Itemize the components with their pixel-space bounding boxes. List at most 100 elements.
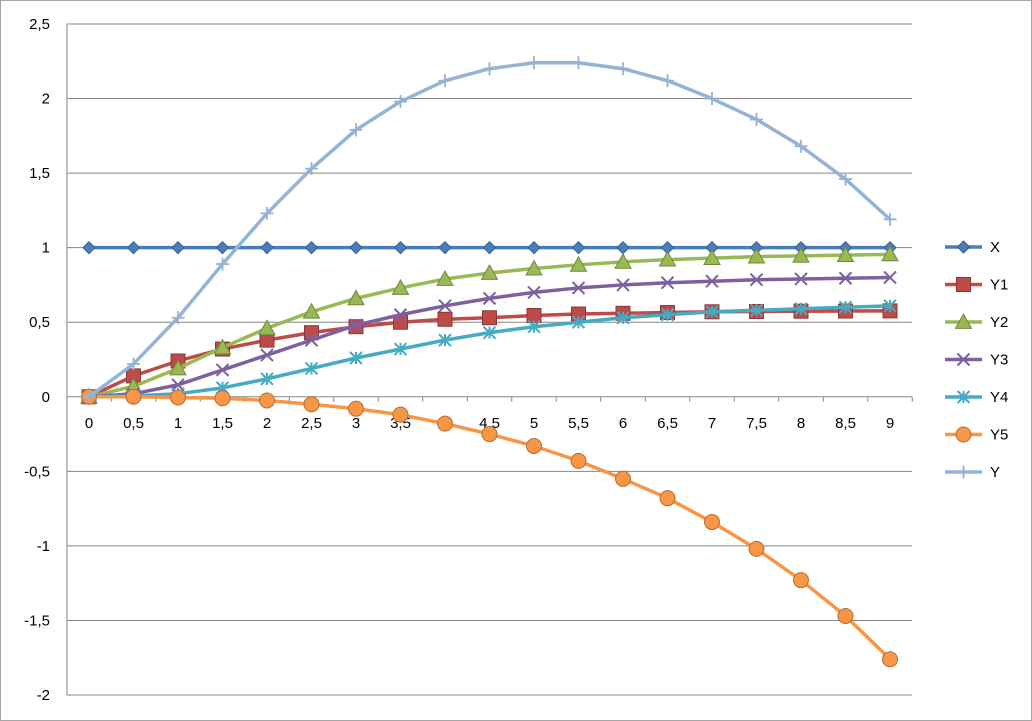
series-y2 xyxy=(80,245,899,404)
legend-item-x: X xyxy=(945,239,1000,256)
data-point xyxy=(615,470,631,487)
data-point xyxy=(393,240,408,255)
data-point xyxy=(794,302,808,316)
y-tick-label: -0,5 xyxy=(24,463,50,480)
data-point xyxy=(82,390,96,404)
data-point xyxy=(569,255,588,272)
data-point xyxy=(438,74,452,88)
legend-label: Y1 xyxy=(990,277,1008,294)
data-point xyxy=(213,338,232,355)
x-tick-label: 6,5 xyxy=(657,415,678,432)
data-point xyxy=(659,490,676,507)
y-tick-label: 2,5 xyxy=(29,16,50,33)
legend-label: Y5 xyxy=(990,427,1008,444)
data-point xyxy=(482,240,497,255)
data-point xyxy=(527,240,541,255)
x-tick-label: 0,5 xyxy=(123,415,144,432)
x-tick-label: 7,5 xyxy=(746,415,767,432)
data-point xyxy=(704,514,720,531)
data-point xyxy=(438,240,452,255)
data-point xyxy=(616,240,630,255)
legend-item-y3: Y3 xyxy=(945,352,1008,369)
x-tick-label: 8 xyxy=(797,415,805,432)
data-point xyxy=(570,452,587,469)
data-point xyxy=(260,206,274,220)
x-tick-label: 3 xyxy=(352,415,360,432)
data-point xyxy=(302,302,321,319)
data-point xyxy=(437,415,453,432)
data-point xyxy=(480,263,499,280)
data-point xyxy=(127,357,140,371)
data-point xyxy=(957,465,970,479)
y-tick-label: 0,5 xyxy=(29,314,50,331)
legend-label: Y4 xyxy=(990,389,1008,406)
data-point xyxy=(527,285,541,300)
series-y3 xyxy=(82,270,897,404)
y-tick-label: 2 xyxy=(42,91,50,108)
data-point xyxy=(883,270,897,285)
x-tick-label: 9 xyxy=(886,415,894,432)
data-point xyxy=(349,123,363,137)
legend-item-y5: Y5 xyxy=(945,426,1008,444)
data-point xyxy=(572,56,585,70)
data-point xyxy=(660,308,675,322)
data-point xyxy=(260,240,274,255)
data-point xyxy=(838,271,853,285)
data-point xyxy=(304,361,319,376)
x-tick-label: 0 xyxy=(85,415,93,432)
data-point xyxy=(305,162,318,176)
data-point xyxy=(125,388,142,405)
data-point xyxy=(883,212,897,226)
data-point xyxy=(749,273,764,287)
x-tick-label: 8,5 xyxy=(835,415,856,432)
data-point xyxy=(705,274,719,288)
legend-item-y2: Y2 xyxy=(945,312,1008,331)
series-y xyxy=(82,56,897,404)
data-point xyxy=(881,245,899,262)
data-point xyxy=(259,332,275,348)
data-point xyxy=(483,62,496,76)
y-tick-label: -2 xyxy=(37,687,50,704)
data-point xyxy=(748,540,765,557)
x-tick-label: 5,5 xyxy=(568,415,589,432)
x-tick-label: 1,5 xyxy=(212,415,233,432)
data-point xyxy=(750,112,763,126)
data-point xyxy=(956,352,971,367)
data-point xyxy=(658,250,677,267)
data-point xyxy=(348,400,364,417)
x-tick-label: 4,5 xyxy=(479,415,500,432)
data-point xyxy=(705,305,719,319)
data-point xyxy=(215,363,230,377)
legend-label: Y3 xyxy=(990,352,1008,369)
data-point xyxy=(258,319,276,336)
series-group xyxy=(80,56,899,668)
series-x xyxy=(82,240,897,255)
data-point xyxy=(703,249,721,266)
data-point xyxy=(170,389,186,406)
legend-label: Y xyxy=(990,464,1000,481)
legend-label: X xyxy=(990,239,1000,256)
data-point xyxy=(883,299,897,313)
data-point xyxy=(527,56,541,70)
x-tick-label: 5 xyxy=(530,415,538,432)
data-point xyxy=(394,95,407,109)
data-point xyxy=(956,277,971,292)
legend-item-y: Y xyxy=(945,464,1000,481)
x-tick-label: 2 xyxy=(263,415,271,432)
y-tick-label: -1,5 xyxy=(24,612,50,629)
legend: X Y1 Y2 Y3 Y4 Y5 Y xyxy=(945,239,1008,481)
legend-label: Y2 xyxy=(990,314,1008,331)
series-line xyxy=(87,61,892,399)
y-tick-label: 1,5 xyxy=(29,165,50,182)
x-tick-label: 6 xyxy=(619,415,627,432)
data-point xyxy=(571,240,586,255)
data-point xyxy=(260,348,274,362)
data-point xyxy=(793,572,809,589)
data-point xyxy=(437,311,453,327)
y-tick-label: 0 xyxy=(42,389,50,406)
data-point xyxy=(393,308,408,322)
data-point xyxy=(438,333,452,347)
data-point xyxy=(616,278,630,292)
data-point xyxy=(392,406,409,423)
